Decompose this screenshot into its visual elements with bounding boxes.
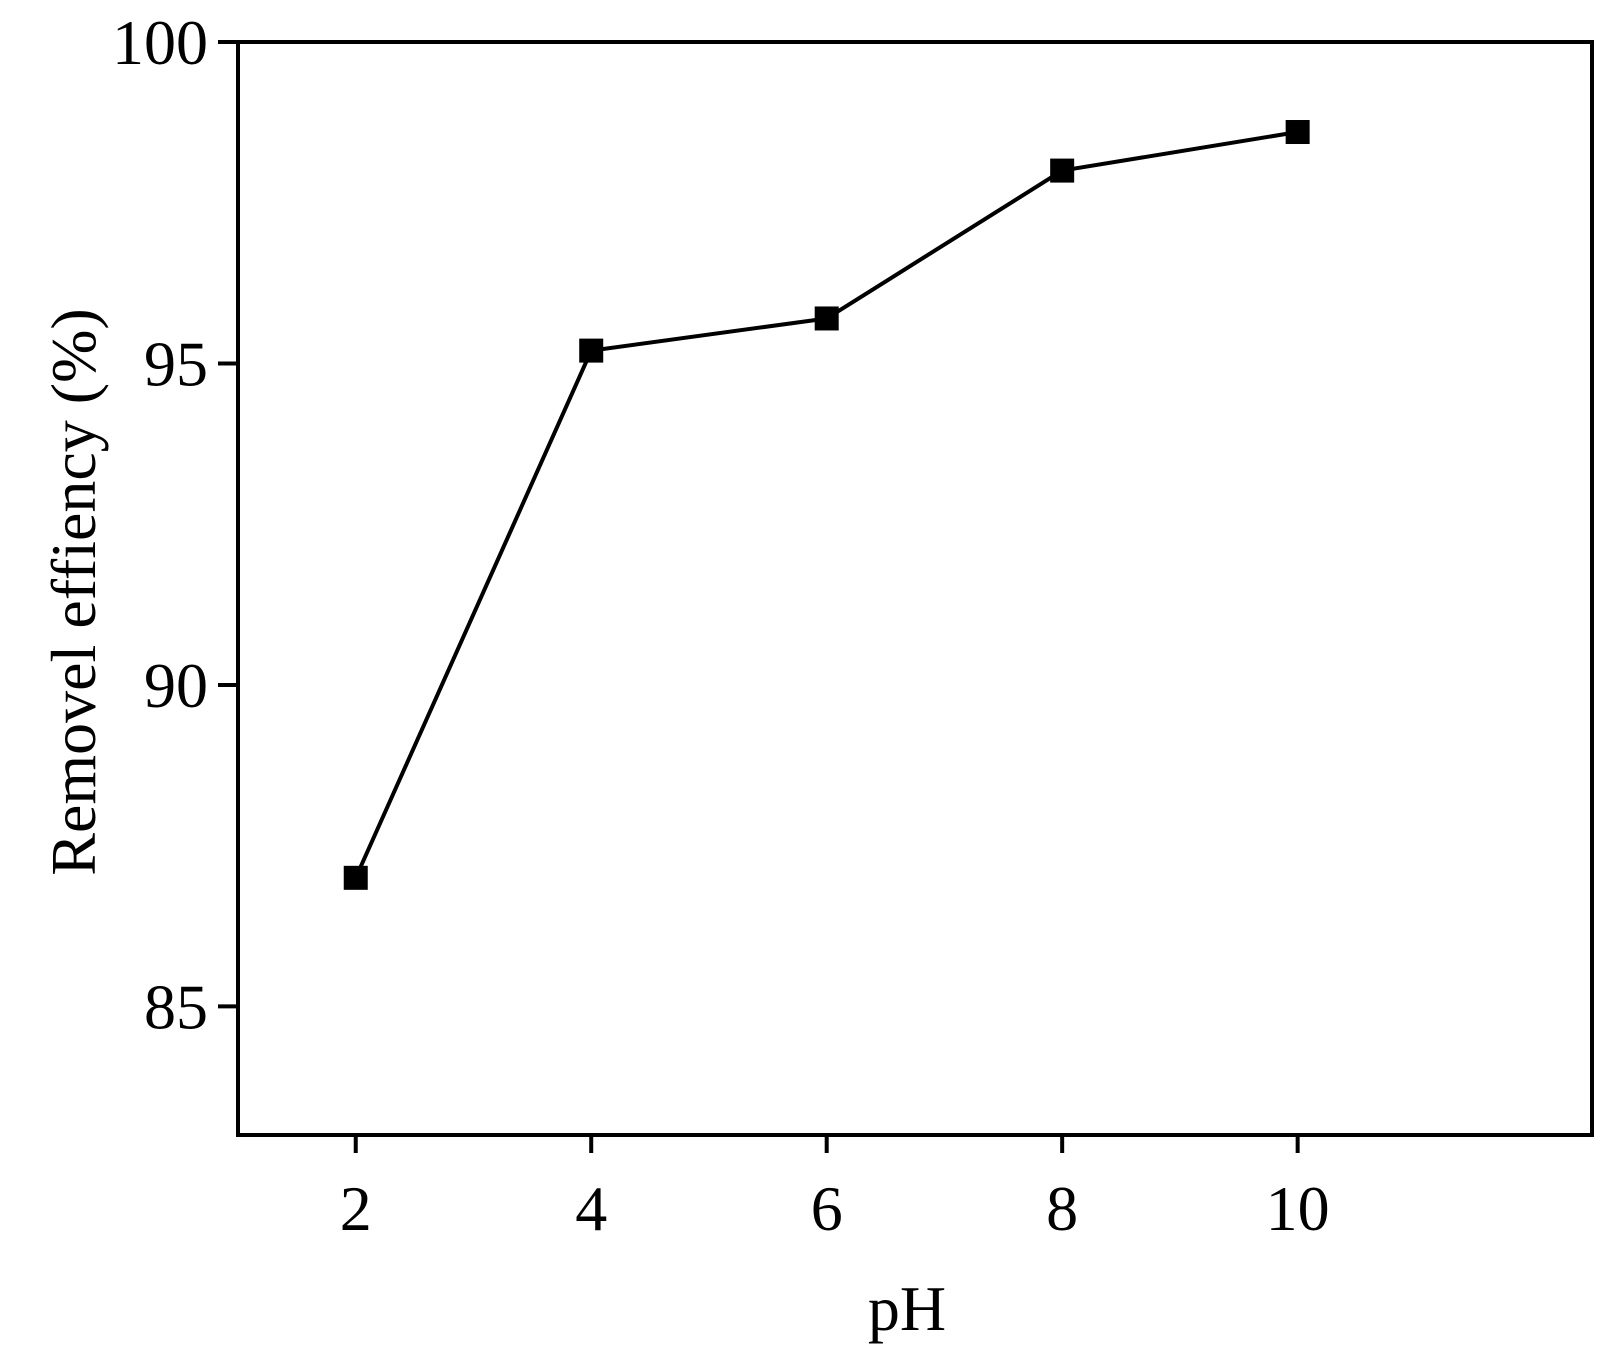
x-tick-label: 4	[575, 1173, 607, 1244]
data-point-marker	[1285, 120, 1310, 145]
x-axis-label: pH	[868, 1273, 946, 1344]
series-line	[353, 130, 1298, 879]
y-axis: 85 90 95 100	[112, 7, 238, 1042]
data-point-marker	[1050, 158, 1075, 183]
y-tick-label: 95	[144, 328, 208, 399]
x-tick-label: 2	[340, 1173, 372, 1244]
plot-border	[236, 40, 1594, 1137]
y-tick-label: 90	[144, 650, 208, 721]
plot-frame	[236, 40, 1594, 1137]
x-tick-label: 8	[1046, 1173, 1078, 1244]
data-point-marker	[343, 865, 368, 890]
data-point-marker	[814, 306, 839, 331]
x-tick-label: 6	[811, 1173, 843, 1244]
series-layer	[343, 120, 1310, 890]
y-tick-label: 100	[112, 7, 208, 78]
data-point-marker	[579, 338, 604, 363]
x-axis: 2 4 6 8 10	[340, 1135, 1330, 1244]
y-axis-label: Removel effiency (%)	[38, 308, 109, 875]
y-tick-label: 85	[144, 971, 208, 1042]
x-tick-label: 10	[1266, 1173, 1330, 1244]
